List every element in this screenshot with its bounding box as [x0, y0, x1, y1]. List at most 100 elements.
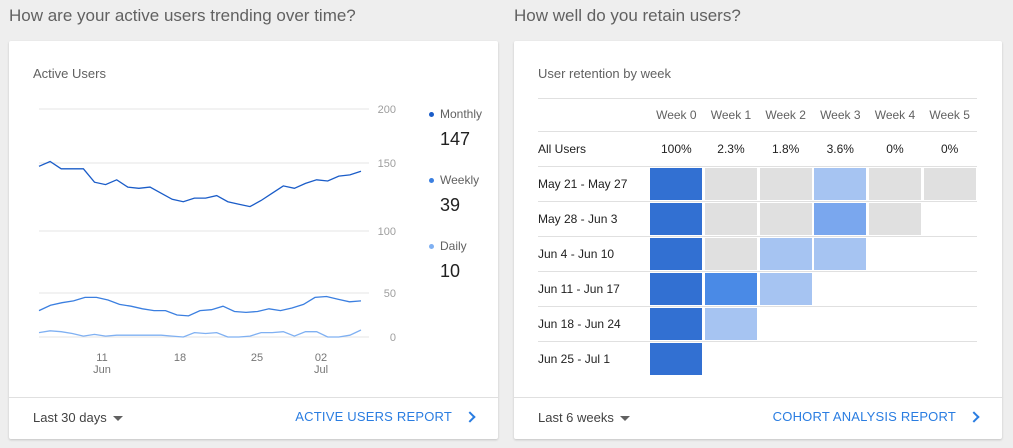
caret-down-icon [112, 416, 123, 421]
legend-item-daily[interactable]: Daily 10 [429, 239, 467, 282]
cohort-row: May 28 - Jun 3 [538, 201, 977, 237]
cohort-cell-wrap [649, 236, 704, 272]
cohort-cell-wrap [812, 341, 868, 376]
x-tick-label-month: Jun [93, 364, 111, 376]
cohort-cell-wrap [758, 166, 813, 202]
legend-label: Daily [429, 239, 467, 253]
retention-cell[interactable] [759, 203, 812, 235]
cohort-cell-wrap [812, 166, 868, 202]
cohort-cell-wrap [922, 306, 977, 342]
retention-cell[interactable] [650, 238, 703, 270]
date-range-dropdown[interactable]: Last 30 days [33, 410, 123, 425]
retention-cell[interactable] [704, 308, 757, 340]
cohort-range-dropdown[interactable]: Last 6 weeks [538, 410, 630, 425]
cohort-label: Jun 11 - Jun 17 [538, 271, 649, 307]
cohort-range-label: Last 6 weeks [538, 410, 614, 425]
retention-cell[interactable] [650, 168, 703, 200]
cohort-cell-wrap [922, 271, 977, 307]
x-tick-label-month: Jul [314, 364, 328, 376]
legend-value: 10 [440, 261, 461, 281]
retention-cell[interactable] [759, 238, 812, 270]
cohort-analysis-report-link[interactable]: COHORT ANALYSIS REPORT [773, 409, 980, 424]
cohort-cell-wrap [703, 271, 759, 307]
active-users-section-title: How are your active users trending over … [9, 6, 356, 25]
cohort-cell-wrap [867, 201, 923, 237]
cohort-cell-wrap [867, 306, 923, 342]
x-tick-label: 18 [174, 352, 186, 364]
x-tick-label: 11 [96, 352, 107, 364]
cohort-cell-wrap [758, 271, 813, 307]
cohort-cell-wrap [649, 341, 704, 376]
retention-footer: Last 6 weeks COHORT ANALYSIS REPORT [514, 397, 1002, 439]
chevron-right-icon [968, 410, 980, 423]
cohort-cell-wrap [922, 341, 977, 376]
cohort-cell-wrap [703, 201, 759, 237]
active-users-footer: Last 30 days ACTIVE USERS REPORT [9, 397, 498, 439]
column-header: Week 0 [649, 98, 704, 132]
legend-item-monthly[interactable]: Monthly 147 [429, 107, 482, 150]
summary-value: 2.3% [703, 131, 759, 167]
retention-cell[interactable] [650, 273, 703, 305]
cohort-cell-wrap [649, 201, 704, 237]
y-tick-label: 200 [378, 104, 396, 116]
retention-cell[interactable] [759, 168, 812, 200]
series-line-monthly [38, 160, 362, 208]
legend-item-weekly[interactable]: Weekly 39 [429, 173, 479, 216]
y-tick-label: 100 [378, 226, 396, 238]
retention-cell[interactable] [868, 168, 921, 200]
cohort-label: May 21 - May 27 [538, 166, 649, 202]
retention-cell[interactable] [650, 308, 703, 340]
legend-label-text: Weekly [440, 173, 480, 187]
cohort-cell-wrap [703, 341, 759, 376]
legend-label-text: Daily [440, 239, 467, 253]
cohort-row: Jun 25 - Jul 1 [538, 341, 977, 376]
retention-cell[interactable] [704, 168, 757, 200]
column-header: Week 5 [922, 98, 977, 132]
cohort-cell-wrap [922, 166, 977, 202]
cohort-cell-wrap [812, 271, 868, 307]
retention-cell[interactable] [650, 343, 703, 375]
cohort-label: Jun 18 - Jun 24 [538, 306, 649, 342]
cohort-cell-wrap [867, 236, 923, 272]
cohort-label: Jun 25 - Jul 1 [538, 341, 649, 376]
retention-table: Week 0 Week 1 Week 2 Week 3 Week 4 Week 5 All … [538, 98, 977, 376]
cohort-cell-wrap [703, 166, 759, 202]
cohort-cell-wrap [867, 271, 923, 307]
cohort-cell-wrap [922, 201, 977, 237]
summary-value: 1.8% [758, 131, 813, 167]
retention-cell[interactable] [868, 203, 921, 235]
series-line-daily [38, 329, 362, 338]
retention-cell[interactable] [704, 203, 757, 235]
retention-card: User retention by week Week 0 Week 1 Week … [514, 41, 1002, 439]
cohort-cell-wrap [812, 201, 868, 237]
cohort-cell-wrap [758, 306, 813, 342]
chevron-right-icon [464, 410, 476, 423]
retention-cell[interactable] [704, 238, 757, 270]
column-header: Week 4 [867, 98, 923, 132]
column-header: Week 2 [758, 98, 813, 132]
summary-row: All Users 100% 2.3% 1.8% 3.6% 0% 0% [538, 131, 977, 167]
y-tick-label: 0 [390, 332, 396, 344]
cohort-row: Jun 18 - Jun 24 [538, 306, 977, 342]
retention-cell[interactable] [650, 203, 703, 235]
cohort-row: Jun 4 - Jun 10 [538, 236, 977, 272]
legend-value: 39 [440, 195, 461, 215]
active-users-card-title: Active Users [33, 66, 106, 81]
cohort-label: Jun 4 - Jun 10 [538, 236, 649, 272]
legend-label: Weekly [429, 173, 479, 187]
retention-cell[interactable] [814, 203, 867, 235]
retention-section-title: How well do you retain users? [514, 6, 741, 25]
retention-cell[interactable] [923, 168, 976, 200]
active-users-report-link[interactable]: ACTIVE USERS REPORT [295, 409, 476, 424]
y-tick-label: 50 [384, 288, 396, 300]
retention-cell[interactable] [814, 168, 867, 200]
retention-cell[interactable] [704, 273, 757, 305]
retention-cell[interactable] [759, 273, 812, 305]
legend-value: 147 [440, 129, 471, 149]
date-range-label: Last 30 days [33, 410, 107, 425]
cohort-cell-wrap [867, 341, 923, 376]
cohort-cell-wrap [812, 236, 868, 272]
retention-cell[interactable] [814, 238, 867, 270]
legend-label: Monthly [429, 107, 482, 121]
